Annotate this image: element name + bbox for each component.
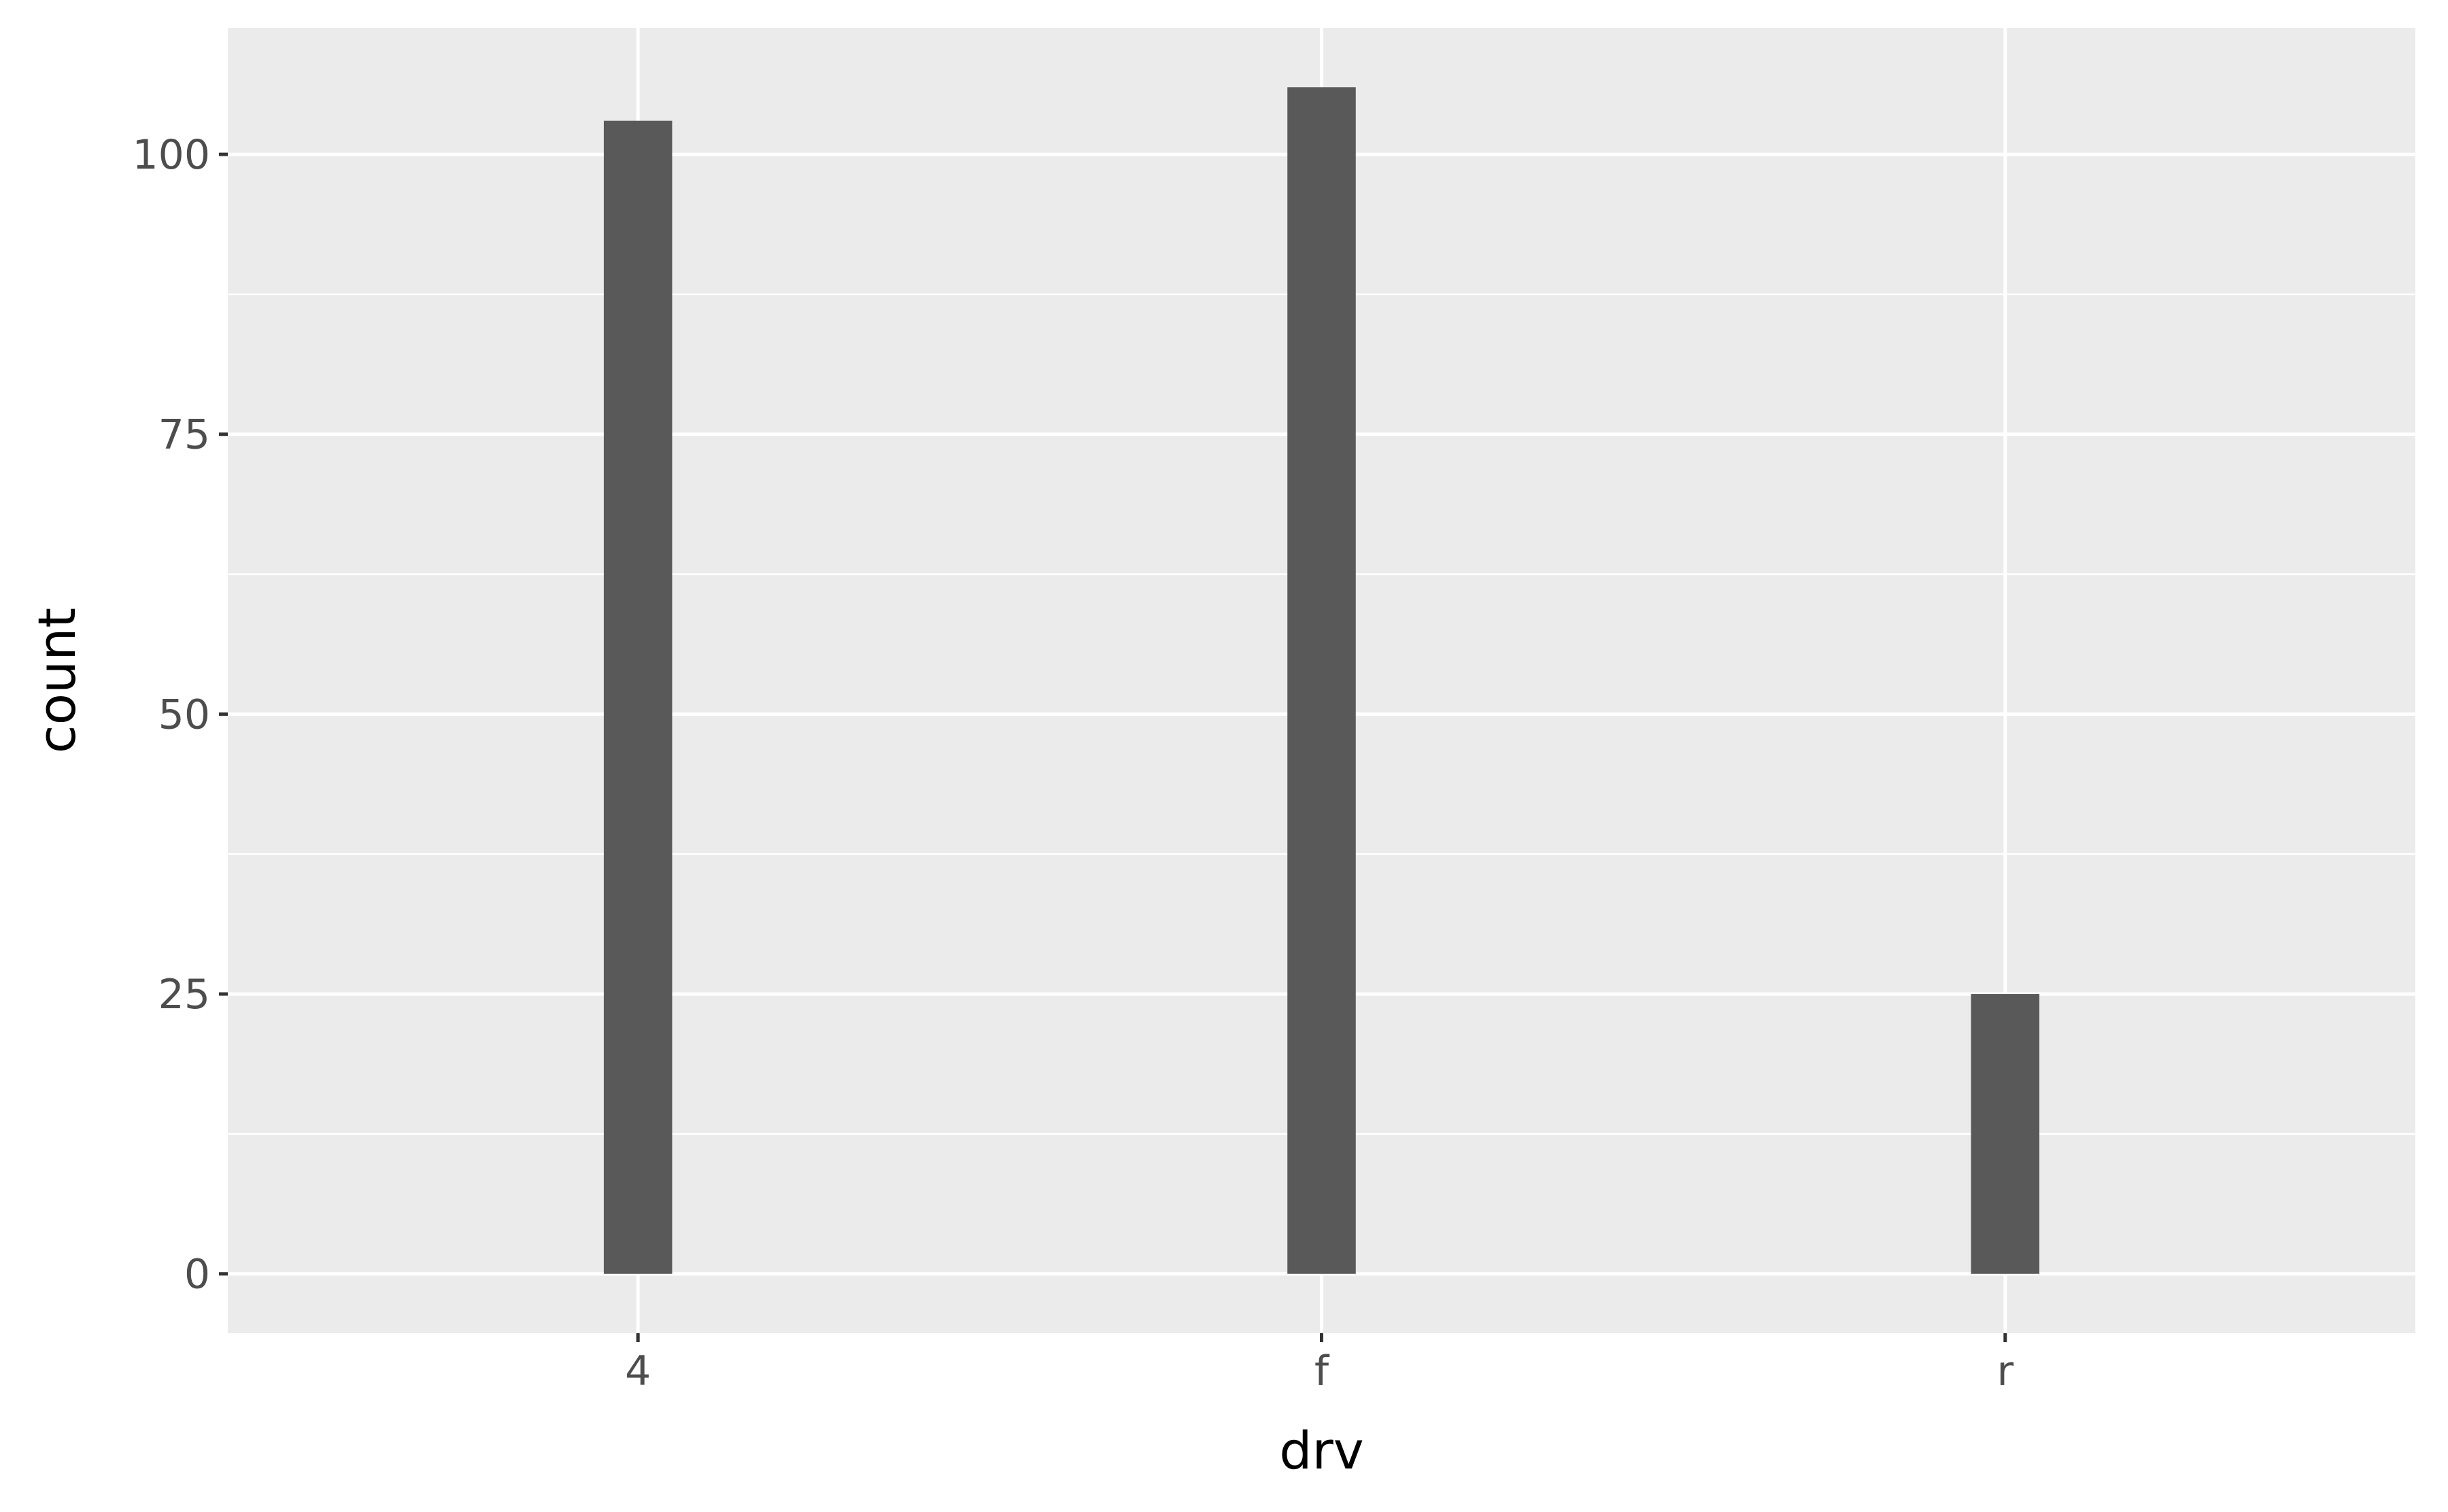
x-axis-title: drv bbox=[1279, 1420, 1363, 1481]
y-tick-label: 0 bbox=[184, 1251, 210, 1299]
y-tick-label: 75 bbox=[158, 411, 210, 459]
bars bbox=[603, 87, 2040, 1274]
bar-4 bbox=[603, 120, 673, 1274]
y-tick-label: 100 bbox=[132, 131, 210, 179]
bar-r bbox=[1971, 994, 2040, 1274]
y-tick-label: 50 bbox=[158, 691, 210, 738]
x-tick-label: f bbox=[1314, 1347, 1330, 1395]
x-tick-label: r bbox=[1996, 1347, 2013, 1395]
axes: 0 25 50 75 100 4 f r bbox=[132, 131, 2013, 1395]
y-axis-title: count bbox=[27, 608, 87, 753]
bar-f bbox=[1287, 87, 1356, 1274]
y-tick-label: 25 bbox=[158, 971, 210, 1018]
x-tick-label: 4 bbox=[625, 1347, 651, 1395]
